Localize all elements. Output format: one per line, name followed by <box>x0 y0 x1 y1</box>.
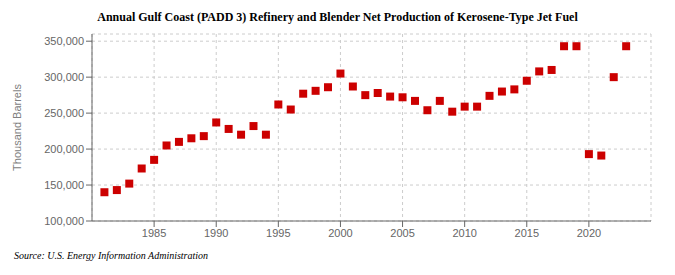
svg-text:350,000: 350,000 <box>44 35 84 47</box>
svg-text:300,000: 300,000 <box>44 71 84 83</box>
svg-text:200,000: 200,000 <box>44 143 84 155</box>
svg-text:2010: 2010 <box>452 227 476 239</box>
svg-text:2015: 2015 <box>515 227 539 239</box>
svg-text:2020: 2020 <box>577 227 601 239</box>
svg-text:1990: 1990 <box>204 227 228 239</box>
svg-text:2005: 2005 <box>390 227 414 239</box>
svg-text:2000: 2000 <box>328 227 352 239</box>
svg-text:250,000: 250,000 <box>44 107 84 119</box>
html-text:Annual Gulf Coast (PADD 3) Ref: Annual Gulf Coast (PADD 3) Refinery and … <box>97 10 578 24</box>
svg-text:150,000: 150,000 <box>44 179 84 191</box>
svg-text:1995: 1995 <box>266 227 290 239</box>
svg-text:100,000: 100,000 <box>44 215 84 227</box>
svg-text:1985: 1985 <box>142 227 166 239</box>
svg-text:Thousand Barrels: Thousand Barrels <box>11 84 23 171</box>
html-text:Source: U.S. Energy Informatio: Source: U.S. Energy Information Administ… <box>14 250 209 261</box>
